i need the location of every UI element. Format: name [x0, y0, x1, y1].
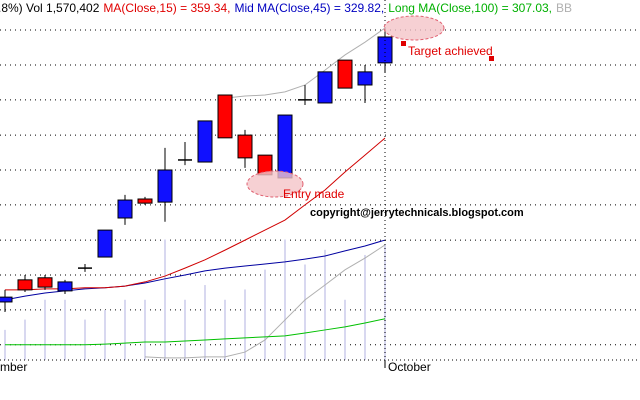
volume-bar: [264, 269, 266, 360]
candle-body: [337, 59, 353, 89]
volume-bar: [164, 239, 166, 360]
header: .8%) Vol 1,570,402 MA(Close,15) = 359.34,…: [0, 1, 572, 15]
header-part: .8%) Vol 1,570,402: [0, 1, 100, 15]
volume-bar: [124, 299, 126, 360]
candle-body: [237, 134, 253, 159]
candle-body: [317, 71, 333, 104]
volume-bar: [144, 299, 146, 360]
candle-body: [0, 296, 13, 303]
ma-line: [224, 27, 386, 99]
volume-bar: [84, 319, 86, 360]
volume-bar: [224, 299, 226, 360]
candle-layer: [0, 26, 393, 312]
ma-line: [5, 318, 386, 346]
volume-bar: [24, 319, 26, 360]
x-tick-label: mber: [0, 360, 27, 374]
target-marker: [489, 56, 494, 61]
candle-body: [197, 120, 213, 163]
volume-layer: [4, 239, 386, 360]
volume-bar: [324, 249, 326, 360]
volume-bar: [64, 299, 66, 360]
volume-bar: [304, 264, 306, 360]
candle-body: [277, 114, 293, 179]
volume-bar: [204, 285, 206, 360]
target-marker: [401, 41, 406, 46]
candle-body: [357, 71, 373, 86]
entry-label: Entry made: [283, 187, 345, 201]
volume-bar: [184, 299, 186, 360]
entry-ellipse: [246, 170, 304, 198]
target-ellipse: [383, 15, 445, 41]
candle-body: [157, 169, 173, 203]
volume-bar: [104, 310, 106, 360]
target-label: Target achieved: [408, 44, 493, 58]
ma-line: [144, 244, 386, 359]
volume-bar: [284, 239, 286, 360]
line-layer: [4, 27, 386, 359]
volume-bar: [344, 299, 346, 360]
volume-bar: [44, 299, 46, 360]
volume-bar: [384, 244, 386, 360]
header-part: Mid MA(Close,45) = 329.82,: [235, 1, 385, 15]
x-tick-label: October: [388, 360, 431, 374]
candle-body: [117, 199, 133, 219]
candle-body: [137, 198, 153, 204]
volume-bar: [364, 254, 366, 360]
candle-body: [37, 277, 53, 288]
header-part: BB: [556, 1, 572, 15]
volume-bar: [244, 289, 246, 360]
header-part: MA(Close,15) = 359.34,: [103, 1, 230, 15]
candle-body: [57, 281, 73, 292]
copyright: copyright@jerrytechnicals.blogspot.com: [310, 207, 524, 219]
candle-body: [217, 94, 233, 139]
candle-body: [17, 279, 33, 291]
header-part: Long MA(Close,100) = 307.03,: [388, 1, 552, 15]
candle-body: [97, 229, 113, 258]
